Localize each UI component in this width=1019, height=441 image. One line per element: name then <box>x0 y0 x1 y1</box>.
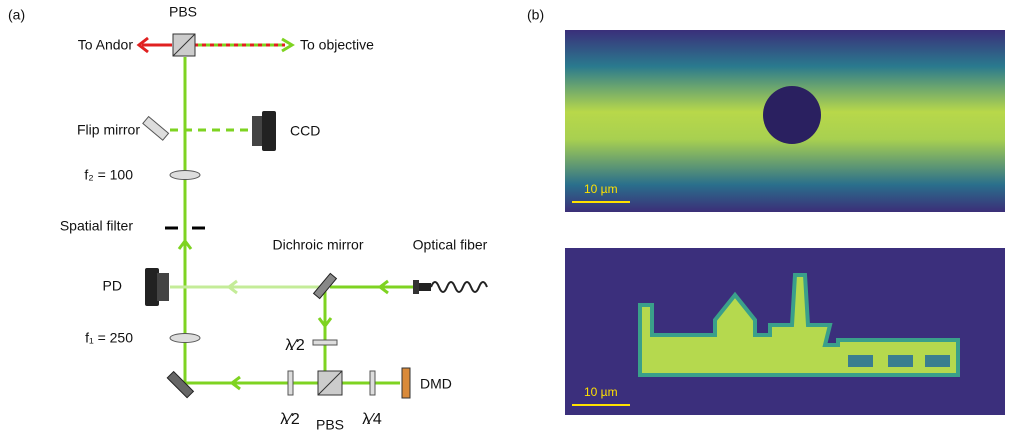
waveplate <box>369 370 376 396</box>
label: λ⁄2 <box>280 411 300 428</box>
dmd <box>401 367 411 399</box>
label: To Andor <box>78 37 134 53</box>
image-feature <box>763 86 821 144</box>
label: CCD <box>290 123 320 139</box>
fiber <box>430 281 488 293</box>
arrow <box>177 238 193 250</box>
panel-label: (a) <box>8 7 25 23</box>
arrow <box>136 36 149 54</box>
fiber <box>419 283 431 291</box>
image-feature <box>888 355 913 367</box>
fiber <box>413 280 419 294</box>
waveplate <box>287 370 294 396</box>
arrow <box>281 37 295 53</box>
label: To objective <box>300 37 374 53</box>
optics <box>142 33 488 399</box>
label: λ⁄2 <box>285 337 305 354</box>
image-feature <box>848 355 873 367</box>
label: PBS <box>169 4 197 20</box>
pbs <box>172 33 196 57</box>
image-bottom: 10 µm <box>565 248 1005 415</box>
scale-label: 10 µm <box>584 385 618 399</box>
flip-mirror <box>142 115 170 141</box>
label: Flip mirror <box>77 122 140 138</box>
label: Spatial filter <box>60 218 133 234</box>
lens <box>169 170 201 180</box>
dichroic-mirror <box>312 272 338 300</box>
waveplate <box>312 339 338 346</box>
image-top: 10 µm <box>565 30 1005 212</box>
pd <box>145 268 159 306</box>
label: PBS <box>316 417 344 433</box>
label: Dichroic mirror <box>273 237 364 253</box>
ccd <box>262 111 276 151</box>
label: λ⁄4 <box>362 411 382 428</box>
scale-label: 10 µm <box>584 182 618 196</box>
panel-label: (b) <box>527 7 544 23</box>
label: f₁ = 250 <box>85 330 133 346</box>
arrow <box>229 375 241 391</box>
arrow <box>226 279 238 295</box>
label: PD <box>103 278 122 294</box>
label: DMD <box>420 376 452 392</box>
arrow <box>317 317 333 329</box>
lens <box>169 333 201 343</box>
mirror <box>166 370 195 399</box>
pd <box>157 273 169 301</box>
image-feature <box>638 273 960 377</box>
ccd <box>252 116 264 146</box>
label: Optical fiber <box>413 237 488 253</box>
pbs <box>317 370 343 396</box>
arrow <box>377 279 389 295</box>
label: f₂ = 100 <box>84 167 133 183</box>
image-feature <box>925 355 950 367</box>
